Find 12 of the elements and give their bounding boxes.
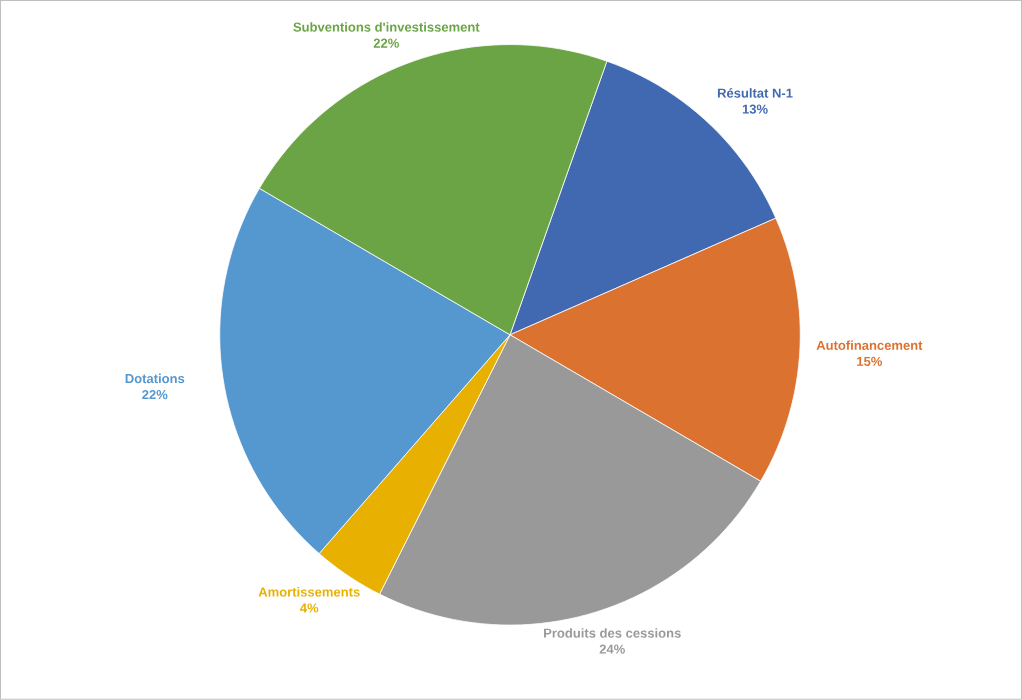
data-label: 22%	[142, 390, 168, 400]
data-label: 13%	[742, 104, 768, 114]
slice-label: Autofinancement	[816, 340, 923, 351]
data-label: 15%	[857, 356, 883, 367]
slice-label: Amortissements	[258, 587, 360, 597]
slice-label: Subventions d'investissement	[293, 22, 480, 32]
slice-label: Produits des cessions	[544, 628, 681, 638]
slice-label: Dotations	[125, 373, 185, 384]
data-label: 24%	[599, 644, 625, 654]
data-label: 22%	[373, 38, 399, 48]
data-label: 4%	[300, 603, 319, 613]
slice-label: Résultat N-1	[717, 88, 793, 98]
